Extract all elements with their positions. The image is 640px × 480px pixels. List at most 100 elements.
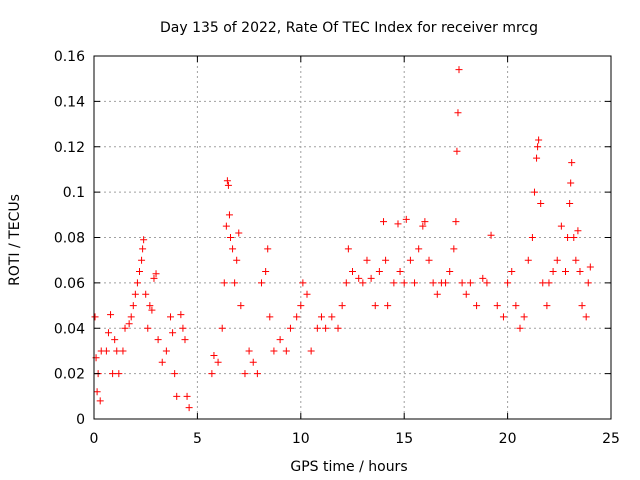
data-point: [241, 370, 249, 378]
y-tick-labels: 0 0.02 0.04 0.06 0.08 0.1 0.12 0.14 0.16: [54, 49, 85, 428]
data-point: [162, 347, 170, 355]
data-point: [355, 274, 363, 282]
data-point: [169, 329, 177, 337]
data-point: [181, 336, 189, 344]
axis-ticks: [93, 55, 612, 420]
data-point: [487, 231, 495, 239]
data-point: [539, 279, 547, 287]
data-point: [222, 222, 230, 230]
chart-title: Day 135 of 2022, Rate Of TEC Index for r…: [160, 20, 538, 36]
data-point: [276, 336, 284, 344]
data-point: [152, 270, 160, 278]
data-point: [406, 256, 414, 264]
data-point: [293, 313, 301, 321]
data-point: [220, 279, 228, 287]
x-tick-label: 5: [193, 431, 202, 447]
data-point: [111, 336, 119, 344]
data-point: [133, 279, 141, 287]
data-point: [299, 279, 307, 287]
data-point: [334, 324, 342, 332]
data-point: [582, 313, 590, 321]
y-tick-label: 0.1: [63, 185, 85, 201]
data-point: [415, 245, 423, 253]
data-point: [237, 302, 245, 310]
data-point: [578, 302, 586, 310]
data-point: [177, 311, 185, 319]
data-point: [512, 302, 520, 310]
data-point: [421, 218, 429, 226]
data-point: [564, 234, 572, 241]
data-point: [171, 370, 179, 378]
x-tick-label: 15: [395, 431, 413, 447]
data-point: [442, 279, 450, 287]
data-point: [402, 215, 410, 223]
data-point: [534, 143, 542, 151]
y-tick-label: 0.02: [54, 367, 85, 383]
data-point: [390, 279, 398, 287]
data-point: [458, 279, 466, 287]
data-point: [102, 347, 110, 355]
data-point: [282, 347, 290, 355]
data-point: [218, 324, 226, 332]
data-point: [146, 302, 154, 310]
data-point: [570, 234, 578, 241]
data-point: [450, 245, 458, 253]
data-point: [214, 358, 222, 366]
data-point: [349, 268, 356, 276]
data-point: [317, 313, 325, 321]
data-point: [338, 302, 346, 310]
data-point: [226, 234, 234, 241]
data-point: [396, 268, 404, 276]
data-point: [545, 279, 553, 287]
data-point: [543, 302, 551, 310]
data-point: [479, 274, 487, 282]
data-point: [411, 279, 419, 287]
data-point: [225, 211, 233, 219]
data-point: [253, 370, 261, 378]
data-point: [508, 268, 516, 276]
data-point: [208, 370, 216, 378]
data-point: [154, 336, 162, 344]
data-point: [371, 302, 379, 310]
data-point: [446, 268, 454, 276]
data-point: [144, 324, 152, 332]
data-point: [537, 199, 545, 207]
data-point: [433, 290, 441, 298]
data-point: [148, 306, 156, 314]
grid-lines: [94, 56, 611, 419]
data-point: [138, 256, 146, 264]
x-tick-label: 20: [499, 431, 517, 447]
data-point: [249, 358, 257, 366]
data-point: [394, 220, 402, 228]
data-point: [140, 236, 148, 244]
data-point: [210, 351, 218, 359]
data-point: [224, 181, 232, 189]
data-point: [131, 290, 139, 298]
data-point: [342, 279, 350, 287]
data-point: [429, 279, 437, 287]
data-point: [179, 324, 187, 332]
data-point: [454, 109, 462, 117]
data-point: [567, 179, 575, 187]
data-point: [183, 392, 191, 400]
data-point: [231, 279, 239, 287]
data-point: [173, 392, 181, 400]
data-point: [516, 324, 524, 332]
y-tick-label: 0.04: [54, 321, 85, 337]
data-point: [135, 268, 143, 276]
data-point: [452, 218, 460, 226]
data-point: [535, 136, 543, 144]
y-tick-label: 0.16: [54, 49, 85, 65]
data-point: [125, 320, 133, 328]
y-tick-label: 0.08: [54, 231, 85, 247]
data-point: [466, 279, 474, 287]
data-point: [382, 256, 390, 264]
data-point: [524, 256, 532, 264]
data-point: [322, 324, 330, 332]
data-point: [528, 234, 536, 241]
data-point: [167, 313, 175, 321]
data-point: [233, 256, 241, 264]
data-point: [119, 347, 127, 355]
data-point: [572, 256, 580, 264]
